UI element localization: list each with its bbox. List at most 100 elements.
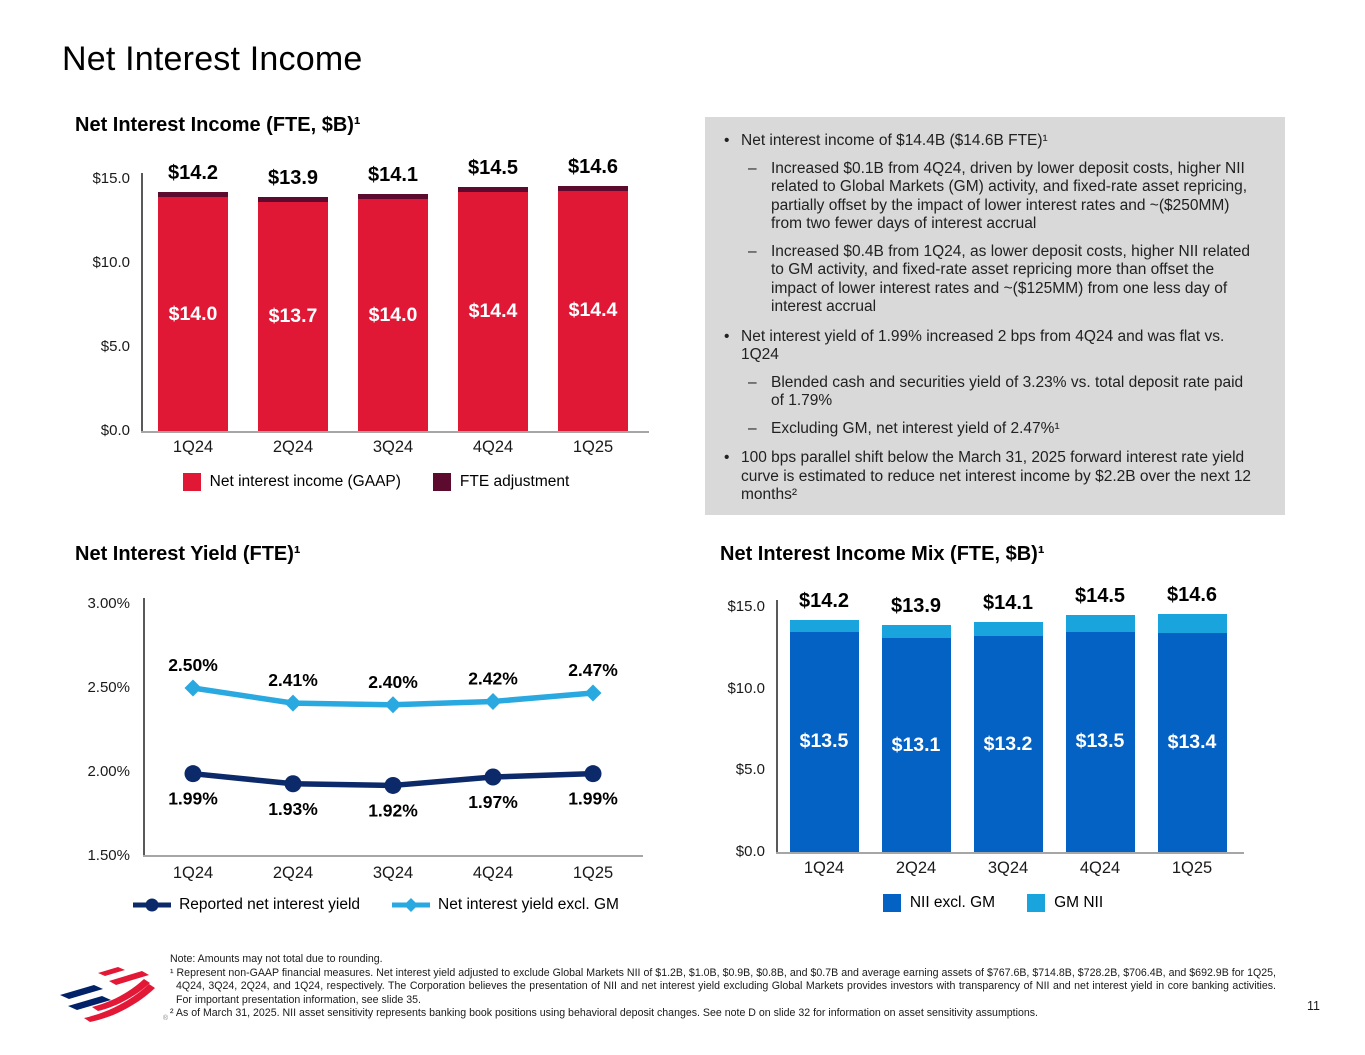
dash-marker: – [748,373,757,391]
legend-line-swatch-icon [392,898,431,912]
commentary-text: Net interest income of $14.4B ($14.6B FT… [741,132,1048,149]
data-point-marker [284,694,302,712]
net-interest-yield-chart: Net Interest Yield (FTE)¹ 3.00% 2.50% 2.00… [73,543,679,914]
x-category-label: 1Q24 [803,859,845,877]
y-tick-label: 1.50% [87,847,130,864]
x-category-label: 3Q24 [372,864,414,882]
top-segment [881,624,951,639]
net-interest-yield-x-axis: 1Q24 2Q24 3Q24 4Q24 1Q25 [143,864,643,883]
stacked-bar: $13.1 [881,624,951,852]
dash-marker: – [748,159,757,177]
nii-fte-plot-area: $15.0 $10.0 $5.0 $0.0 $14.0 $14.2 $13.7 $13.9 $1… [92,156,649,439]
y-tick-label: $10.0 [727,679,765,697]
net-interest-yield-legend: Reported net interest yield Net interest … [73,896,679,914]
top-segment [458,187,528,193]
legend-item: NII excl. GM [882,894,996,912]
bar-total-label: $13.9 [267,167,319,190]
net-interest-yield-chart-title: Net Interest Yield (FTE)¹ [75,543,301,565]
stacked-bar: $13.5 [1065,615,1135,852]
slide-title: Net Interest Income [62,40,363,78]
x-category-label: 1Q25 [1171,859,1213,877]
commentary-item: • Net interest income of $14.4B ($14.6B F… [719,132,1257,151]
base-segment: $14.0 [358,199,428,431]
x-category-label: 1Q25 [572,438,614,456]
commentary-item: • 100 bps parallel shift below the March … [719,449,1257,505]
base-segment: $13.2 [973,636,1043,852]
commentary-item: – Blended cash and securities yield of 3.… [719,374,1257,411]
legend-item: GM NII [1027,894,1103,912]
top-segment [973,621,1043,637]
data-point-marker [584,684,602,702]
legend-label: NII excl. GM [909,894,996,911]
top-segment [789,620,859,632]
nii-mix-legend: NII excl. GM GM NII [710,894,1276,912]
nii-mix-plot-area: $15.0 $10.0 $5.0 $0.0 $13.5 $14.2 $13.1 $13.9 $1… [727,584,1244,860]
stacked-bar: $13.4 [1157,613,1227,852]
base-segment: $14.0 [158,197,228,431]
nii-fte-x-axis: 1Q24 2Q24 3Q24 4Q24 1Q25 [143,438,643,457]
top-segment [258,197,328,203]
data-point-marker [384,776,402,794]
commentary-panel: • Net interest income of $14.4B ($14.6B F… [705,117,1285,515]
legend-item: FTE adjustment [432,473,569,491]
y-tick-label: $0.0 [735,843,765,860]
footnote-2: ² As of March 31, 2025. NII asset sensit… [170,1007,1038,1020]
data-point-marker [184,765,202,783]
registered-trademark: ® [162,1015,168,1022]
bar-total-label: $14.5 [1074,585,1126,608]
bar-value-label: $13.5 [1075,730,1125,753]
bullet-marker: • [724,132,730,149]
legend-swatch-icon [182,473,201,491]
commentary-text: Excluding GM, net interest yield of 2.47… [771,419,1060,437]
x-category-label: 2Q24 [272,864,314,882]
x-category-label: 2Q24 [272,438,314,456]
data-point-label: 1.93% [268,799,318,819]
nii-fte-chart: Net Interest Income (FTE, $B)¹ $15.0 $10.… [73,114,679,491]
x-category-label: 3Q24 [372,438,414,456]
bar-value-label: $13.4 [1167,731,1217,754]
stacked-bar: $14.4 [558,185,628,431]
bar-value-label: $14.4 [468,300,518,323]
data-point-label: 2.40% [368,672,418,692]
bank-of-america-logo: ® [52,960,168,1026]
top-segment [558,185,628,191]
y-axis-line [776,600,778,853]
bar-total-label: $14.2 [167,162,219,185]
base-segment: $14.4 [558,190,628,431]
bar-value-label: $13.5 [799,730,849,753]
x-category-label: 3Q24 [987,859,1029,877]
x-category-label: 2Q24 [895,859,937,877]
bullet-marker: • [724,449,730,466]
bar-total-label: $14.1 [367,164,419,187]
data-point-label: 1.97% [468,792,518,812]
commentary-text: Increased $0.1B from 4Q24, driven by low… [771,159,1248,233]
data-point-marker [284,775,302,793]
legend-line-swatch-icon [133,898,172,912]
base-segment: $13.1 [881,638,951,852]
legend-label: Reported net interest yield [179,896,361,913]
bar-total-label: $13.9 [890,594,942,617]
commentary-text: Increased $0.4B from 1Q24, as lower depo… [771,242,1251,316]
x-category-label: 1Q24 [172,864,214,882]
data-point-label: 1.99% [568,789,618,809]
data-point-label: 2.41% [268,670,318,690]
data-point-marker [184,679,202,697]
stacked-bar: $13.7 [258,197,328,431]
bank-of-america-flag-icon [60,967,155,1022]
x-axis-line [141,431,649,433]
data-point-marker [584,765,602,783]
data-point-label: 2.42% [468,668,518,688]
bar-value-label: $13.1 [891,733,941,756]
commentary-text: Net interest yield of 1.99% increased 2 … [741,327,1225,364]
data-point-label: 2.47% [568,660,618,680]
footnote-rounding: Note: Amounts may not total due to round… [170,953,383,965]
commentary-item: – Excluding GM, net interest yield of 2.4… [719,420,1257,439]
bar-total-label: $14.6 [1166,583,1218,606]
legend-item: Net interest yield excl. GM [392,896,619,914]
y-axis-line [141,173,143,432]
data-point-label: 1.99% [168,789,218,809]
bar-value-label: $14.0 [368,303,418,326]
x-category-label: 4Q24 [472,438,514,456]
y-tick-label: $15.0 [727,598,765,615]
